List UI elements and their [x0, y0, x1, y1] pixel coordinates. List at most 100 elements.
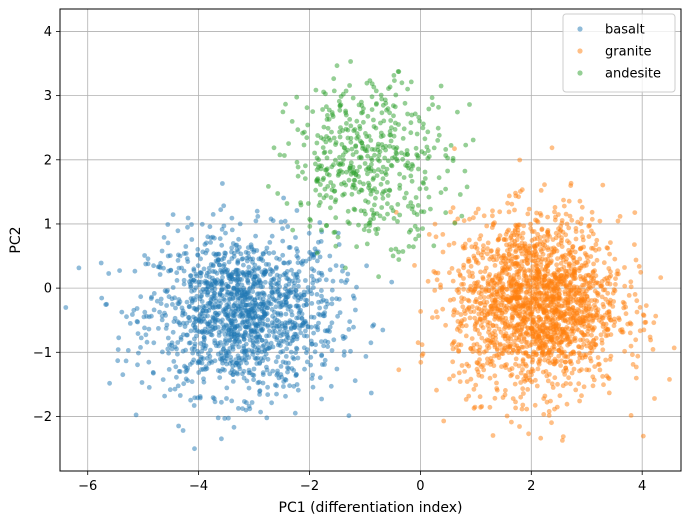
basalt-point — [341, 349, 347, 354]
basalt-point — [170, 302, 175, 307]
andesite-point — [388, 247, 394, 253]
basalt-point — [136, 350, 141, 356]
granite-point — [581, 352, 587, 358]
basalt-point — [251, 305, 256, 310]
basalt-point — [241, 262, 246, 268]
granite-point — [505, 248, 510, 254]
basalt-point — [127, 321, 133, 326]
basalt-point — [196, 329, 202, 335]
granite-point — [513, 260, 518, 266]
basalt-point — [304, 359, 310, 365]
granite-point — [571, 314, 577, 319]
andesite-point — [284, 201, 290, 206]
granite-point — [520, 358, 526, 364]
granite-point — [602, 276, 607, 282]
basalt-point — [157, 309, 163, 315]
basalt-point — [240, 256, 246, 262]
granite-point — [468, 376, 474, 382]
granite-point — [462, 241, 468, 247]
basalt-point — [235, 353, 241, 359]
granite-point — [484, 251, 490, 257]
granite-point — [542, 273, 548, 279]
basalt-point — [310, 384, 316, 390]
andesite-point — [365, 199, 371, 205]
basalt-point — [305, 324, 311, 330]
andesite-point — [416, 114, 422, 120]
granite-point — [545, 256, 551, 262]
andesite-point — [317, 192, 323, 198]
andesite-point — [328, 180, 334, 185]
granite-point — [566, 339, 572, 345]
andesite-point — [357, 164, 362, 170]
basalt-point — [348, 348, 353, 354]
andesite-point — [457, 192, 463, 197]
andesite-point — [306, 201, 311, 206]
basalt-point — [158, 296, 164, 302]
granite-point — [498, 260, 504, 266]
andesite-point — [328, 195, 334, 200]
basalt-point — [246, 264, 252, 270]
andesite-point — [369, 107, 375, 112]
andesite-point — [408, 227, 414, 233]
granite-point — [479, 284, 484, 290]
granite-point — [456, 370, 462, 376]
andesite-point — [393, 120, 398, 126]
andesite-point — [388, 138, 394, 144]
granite-point — [591, 261, 596, 267]
andesite-point — [366, 221, 372, 226]
andesite-point — [352, 127, 358, 132]
granite-point — [552, 375, 558, 381]
plot-frame — [59, 8, 682, 472]
series-granite — [393, 145, 677, 443]
basalt-point — [269, 290, 275, 295]
granite-point — [490, 337, 495, 343]
granite-point — [500, 265, 505, 271]
basalt-point — [246, 313, 251, 319]
basalt-point — [254, 208, 260, 214]
andesite-point — [304, 105, 310, 111]
granite-point — [601, 382, 606, 388]
andesite-point — [387, 188, 393, 194]
granite-point — [550, 340, 556, 346]
granite-point — [584, 288, 589, 294]
basalt-point — [217, 356, 223, 362]
andesite-point — [343, 110, 349, 116]
granite-point — [501, 295, 506, 300]
basalt-point — [191, 266, 197, 272]
basalt-point — [304, 333, 310, 339]
andesite-point — [331, 88, 337, 94]
granite-point — [478, 269, 483, 275]
basalt-point — [219, 328, 225, 334]
granite-point — [585, 328, 591, 334]
basalt-point — [329, 287, 335, 293]
basalt-point — [351, 296, 357, 301]
basalt-point — [139, 380, 145, 385]
andesite-point — [423, 186, 429, 192]
basalt-point — [264, 364, 269, 370]
granite-point — [486, 345, 492, 350]
basalt-point — [292, 410, 298, 416]
granite-point — [487, 272, 493, 277]
granite-point — [492, 395, 498, 401]
granite-point — [516, 194, 521, 200]
basalt-point — [248, 328, 254, 334]
basalt-point — [181, 381, 187, 387]
basalt-point — [217, 290, 223, 296]
basalt-point — [235, 282, 241, 287]
basalt-point — [175, 340, 181, 345]
basalt-point — [134, 306, 140, 311]
granite-point — [542, 242, 548, 248]
andesite-point — [300, 169, 305, 175]
basalt-point — [165, 346, 171, 352]
basalt-point — [202, 346, 208, 351]
granite-point — [513, 264, 519, 269]
granite-point — [482, 315, 488, 321]
andesite-point — [280, 109, 286, 115]
granite-point — [600, 374, 605, 379]
granite-point — [497, 341, 503, 347]
andesite-point — [314, 155, 320, 161]
andesite-point — [348, 123, 354, 129]
granite-point — [475, 250, 481, 256]
granite-point — [518, 327, 524, 333]
